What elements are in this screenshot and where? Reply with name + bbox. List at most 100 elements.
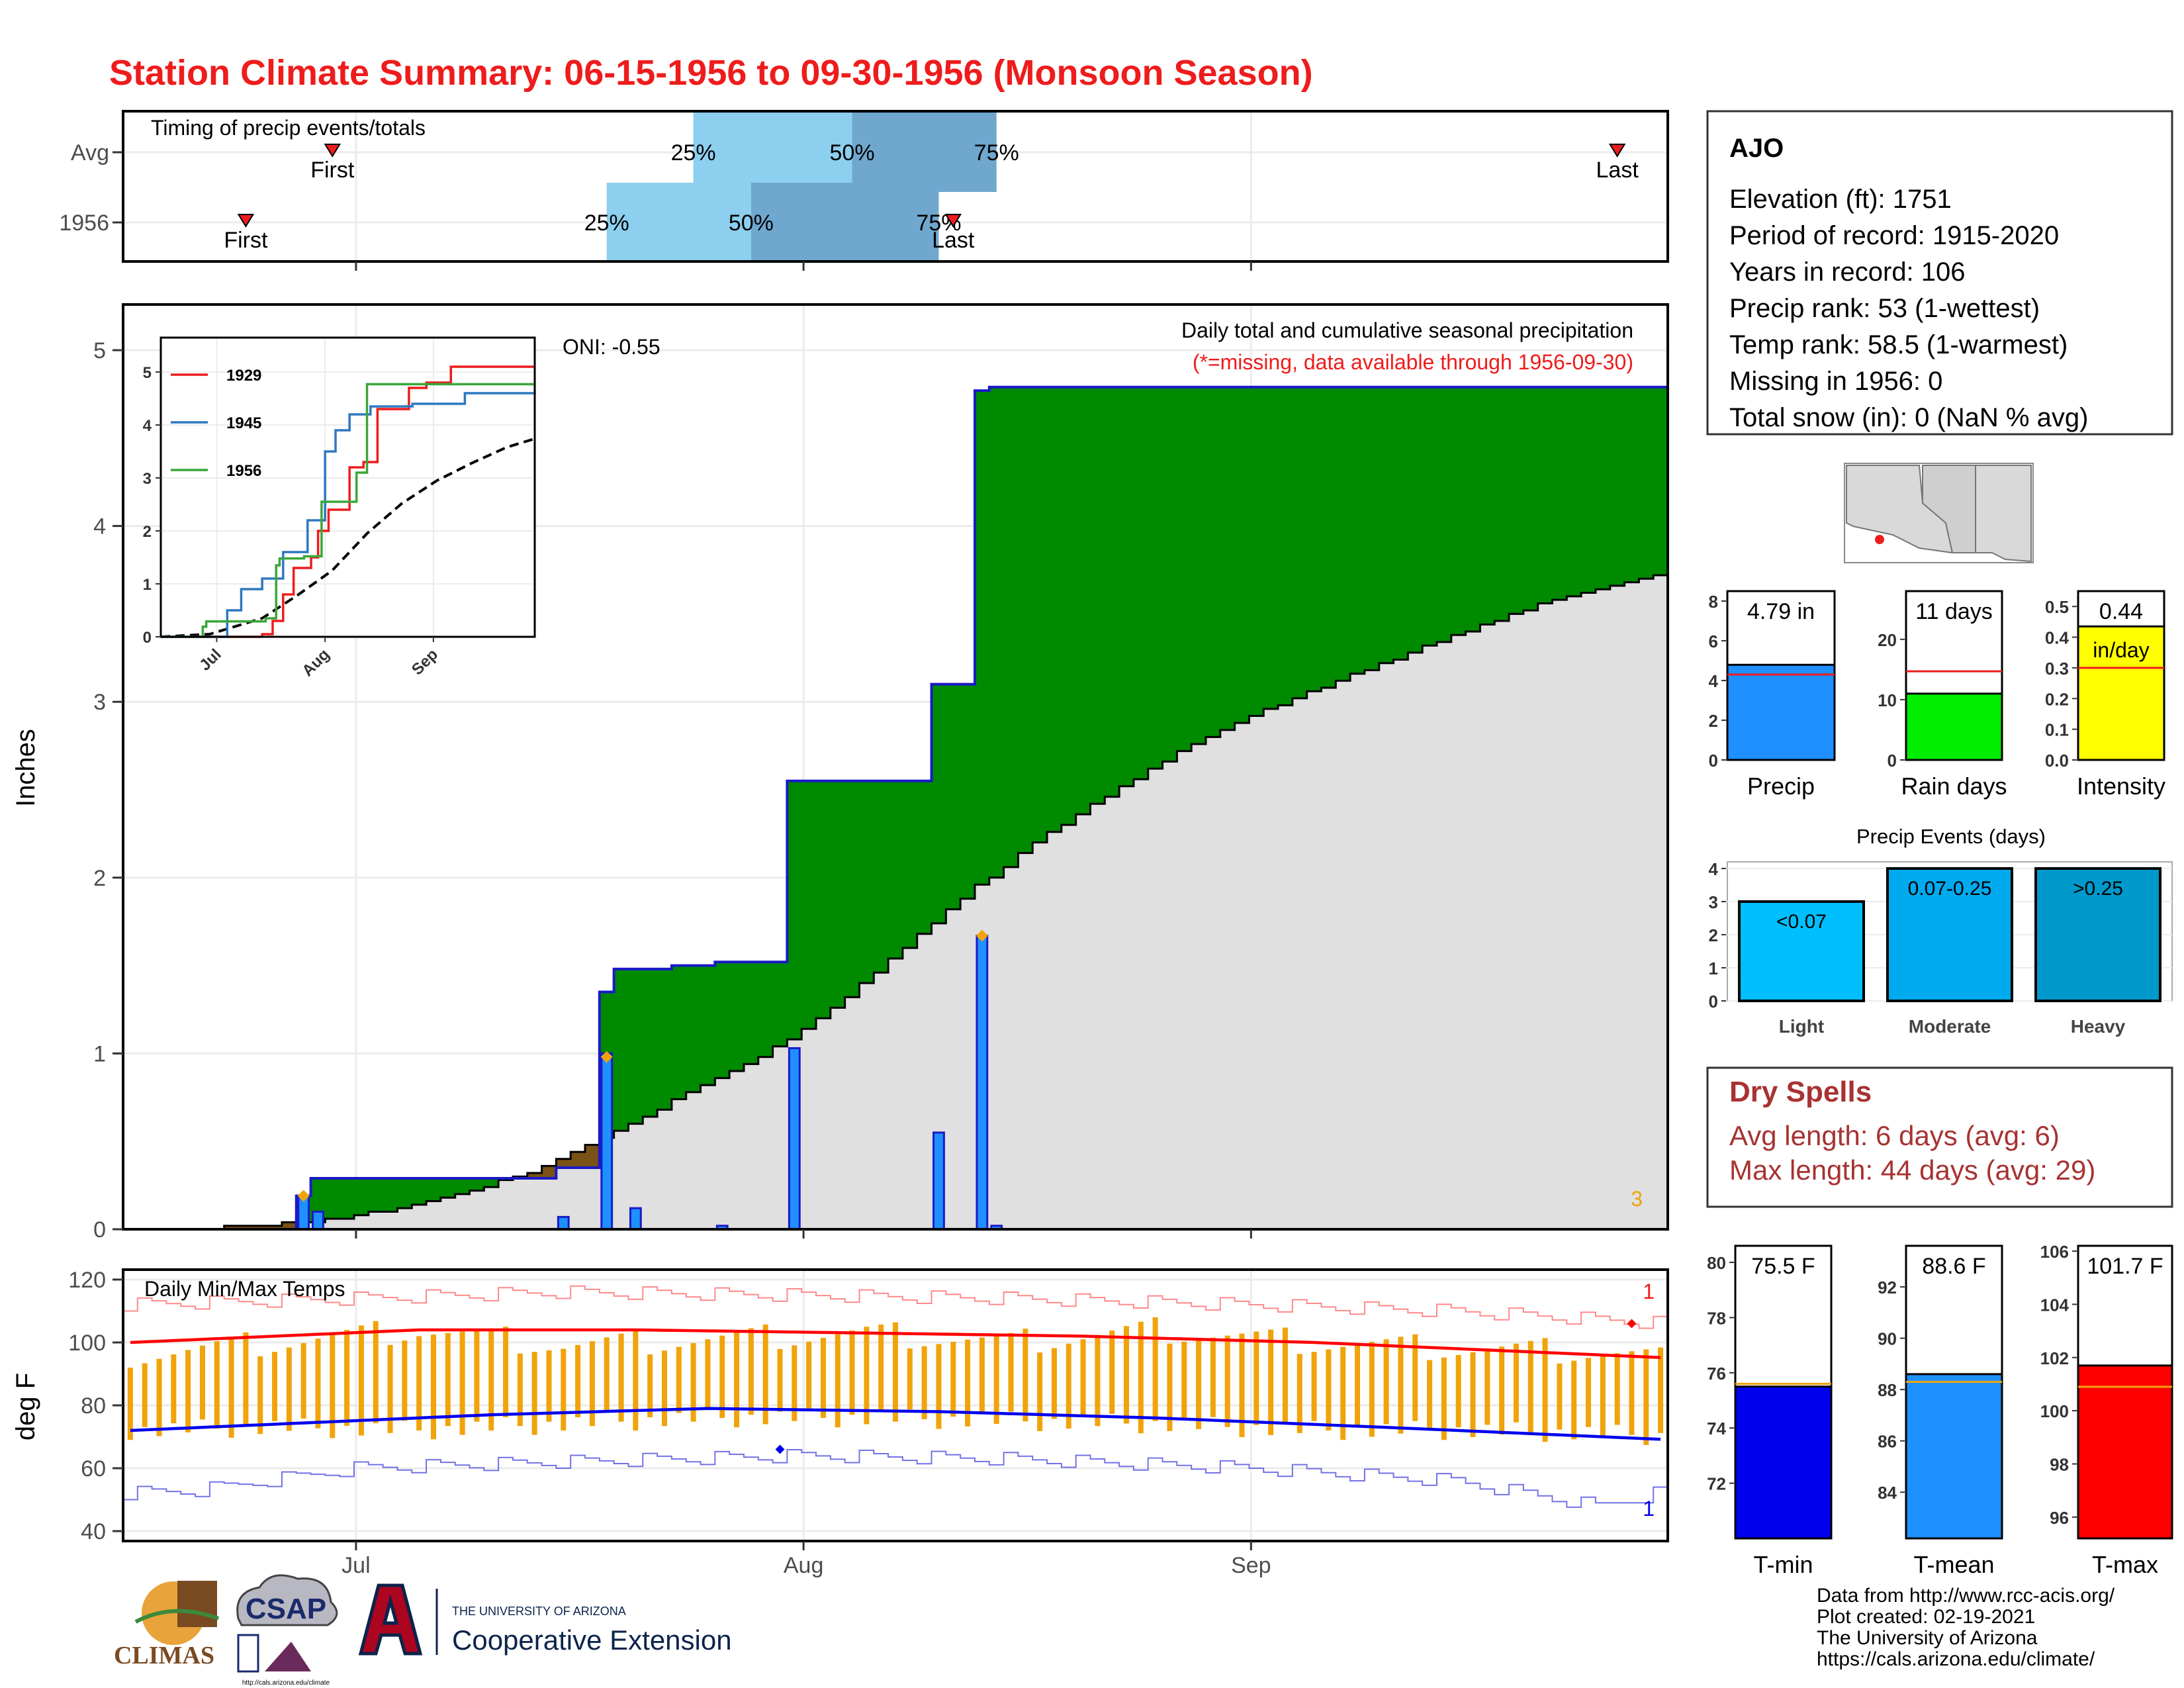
timing-label-last: Last [1596,158,1639,183]
daily-temp-range-bar [618,1333,624,1422]
precip-events-tick-label: 2 [1709,925,1718,945]
daily-temp-range-bar [127,1368,133,1440]
daily-temp-range-bar [777,1348,783,1412]
ua-big-text: Cooperative Extension [452,1624,732,1656]
daily-temp-range-bar [1542,1338,1548,1442]
precip-total-chart-label: Precip [1747,773,1815,800]
tmin-chart-tick-label: 76 [1707,1364,1726,1383]
daily-temp-range-bar [1369,1342,1375,1437]
deficit-area [253,1225,268,1229]
deficit-area [585,1145,600,1168]
intensity-chart-unit: in/day [2093,638,2149,662]
timing-label-50: 50% [830,140,875,165]
surplus-area [1567,387,1582,596]
surplus-area [1393,387,1408,660]
timing-row-label: 1956 [59,211,109,236]
daily-temp-range-bar [734,1332,740,1428]
daily-temp-range-bar [1513,1343,1519,1423]
daily-temp-range-bar [633,1330,639,1430]
timing-label-50: 50% [729,211,774,236]
intensity-chart: 0.0 0.1 0.2 0.3 0.4 0.5 0.44 in/day Intensity [2045,590,2165,800]
station-info-line: Precip rank: 53 (1-wettest) [1729,294,2040,323]
daily-temp-range-bar [979,1337,985,1415]
footer-line: https://cals.arizona.edu/climate/ [1817,1648,2095,1670]
inset-average-line [160,437,535,638]
main-chart-subtitle: (*=missing, data available through 1956-… [1193,350,1633,374]
intensity-chart-value: 0.44 [2099,599,2143,624]
deficit-area [527,1173,543,1178]
rain-days-chart-label: Rain days [1901,773,2007,800]
tmin-chart-value: 75.5 F [1751,1254,1815,1279]
inset-series-line [161,365,535,638]
map-state-west [1846,465,1954,554]
daily-temp-range-bar [1455,1355,1461,1428]
daily-temp-range-bar [893,1322,898,1422]
daily-temp-range-bar [1066,1343,1071,1429]
average-max-line [130,1328,1661,1360]
daily-temp-range-bar [1643,1349,1649,1445]
corner-count: 3 [1631,1187,1643,1211]
climas-mark [177,1581,217,1627]
csap-mountain [265,1642,311,1671]
daily-temp-range-bar [950,1342,956,1417]
surplus-area [844,780,860,998]
tmin-chart-tick-label: 74 [1707,1419,1726,1438]
dry-spells-box [1706,1066,2173,1208]
ua-block-a [358,1583,423,1656]
main-y-axis-label: Inches [11,729,40,807]
daily-temp-range-bar [661,1350,667,1427]
daily-temp-range-bar [315,1338,321,1429]
surplus-area [1075,387,1091,815]
rain-days-chart-value: 11 days [1915,599,1993,624]
daily-temp-range-bar [1658,1347,1664,1433]
surplus-area [1552,387,1567,600]
daily-temp-range-bar [1311,1352,1317,1421]
daily-temp-range-bar [965,1339,971,1427]
daily-temp-range-bar [762,1324,768,1425]
station-name: AJO [1729,134,1784,163]
oni-value: ONI: -0.55 [563,335,660,359]
tmax-chart-tick-label: 96 [2050,1508,2069,1528]
daily-temp-range-bar [690,1342,696,1422]
surplus-area [412,1178,427,1205]
surplus-area [1148,387,1163,769]
rain-days-chart-bar [1905,692,2003,761]
precip-events-tick-label: 1 [1709,959,1718,978]
surplus-area [1234,387,1250,724]
intensity-chart-tick-label: 0.5 [2045,597,2069,617]
inset-series-line [161,383,536,638]
footer-line: Data from http://www.rcc-acis.org/ [1817,1585,2115,1607]
timing-title: Timing of precip events/totals [151,116,426,140]
surplus-area [1133,387,1149,780]
average-cumulative-line [123,574,1668,1231]
daily-temp-range-bar [921,1346,927,1419]
station-info-line: Total snow (in): 0 (NaN % avg) [1729,403,2088,432]
daily-temp-range-bar [1441,1357,1447,1440]
timing-label-first: First [310,158,355,183]
record-min-line [123,1449,1668,1508]
inset-legend-label: 1956 [226,462,261,480]
csap-wordmark: CSAP [246,1593,326,1625]
daily-temp-range-bar [402,1340,408,1421]
timing-bar-50-75 [852,113,997,192]
daily-record-marker [976,929,988,942]
tmin-chart-tick-label: 78 [1707,1308,1726,1328]
daily-temp-range-bar [1571,1360,1577,1440]
inset-y-tick-label: 4 [143,417,152,435]
daily-precip-bar [976,934,989,1231]
daily-temp-range-bar [1282,1327,1288,1423]
average-min-line [130,1407,1661,1441]
timing-bar-25-50 [606,183,751,262]
surplus-area [1364,387,1380,671]
temp-y-tick-label: 120 [68,1268,106,1293]
daily-temp-range-bar [1484,1349,1490,1425]
ua-small-text: THE UNIVERSITY OF ARIZONA [452,1605,626,1618]
surplus-area [1292,387,1308,698]
daily-temp-range-bar [1326,1349,1332,1430]
tmin-chart-label: T-min [1754,1551,1813,1578]
timing-label-first: First [224,228,268,253]
ua-logo: THE UNIVERSITY OF ARIZONA Cooperative Ext… [358,1583,732,1656]
surplus-area [946,684,961,910]
daily-temp-range-bar [430,1335,436,1440]
